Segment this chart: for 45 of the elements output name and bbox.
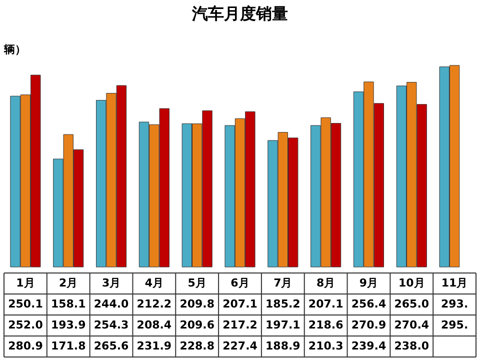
data-label: 188.9: [266, 340, 300, 352]
x-tick-label: 6月: [230, 276, 250, 290]
data-label: 295.: [440, 318, 468, 332]
data-label: 207.1: [308, 298, 344, 310]
data-label: 228.8: [180, 340, 214, 352]
data-label: 244.0: [94, 298, 130, 310]
data-label: 210.3: [308, 340, 344, 352]
data-label: 209.6: [180, 318, 215, 332]
x-tick-label: 3月: [102, 276, 121, 290]
data-label: 212.2: [136, 298, 172, 310]
x-tick-label: 2月: [59, 276, 78, 290]
data-label: 185.2: [266, 298, 300, 310]
x-tick-label: 4月: [144, 276, 164, 290]
data-label: 193.9: [50, 318, 86, 332]
data-label: 239.4: [351, 340, 386, 352]
data-label: 280.9: [8, 340, 43, 352]
data-label: 252.0: [8, 318, 44, 332]
x-tick-label: 7月: [274, 276, 292, 290]
data-label: 227.4: [222, 340, 258, 352]
x-tick-label: 8月: [316, 276, 336, 290]
data-label: 218.6: [308, 318, 344, 332]
x-tick-label: 5月: [188, 276, 206, 290]
x-tick-label: 9月: [359, 276, 378, 290]
chart-title: 汽车月度销量: [191, 4, 288, 23]
data-label: 250.1: [8, 298, 43, 310]
data-label: 208.4: [136, 318, 172, 332]
data-label: 209.8: [180, 298, 214, 310]
data-label: 238.0: [394, 340, 430, 352]
data-label: 254.3: [94, 318, 129, 332]
data-label: 197.1: [266, 318, 300, 332]
data-label: 265.0: [394, 298, 430, 310]
data-label: 171.8: [50, 340, 86, 352]
data-label: 158.1: [50, 298, 86, 310]
data-label: 207.1: [222, 298, 258, 310]
data-label: 217.2: [222, 318, 258, 332]
data-label: 293.: [440, 298, 468, 310]
data-label: 270.9: [351, 318, 386, 332]
x-tick-label: 11月: [441, 276, 468, 290]
x-tick-label: 1月: [16, 276, 35, 290]
x-tick-label: 10月: [398, 276, 425, 290]
data-label: 256.4: [351, 298, 386, 310]
data-label: 231.9: [136, 340, 172, 352]
data-label: 270.4: [394, 318, 430, 332]
y-axis-title: 辆）: [3, 43, 26, 56]
data-label: 265.6: [94, 340, 130, 352]
